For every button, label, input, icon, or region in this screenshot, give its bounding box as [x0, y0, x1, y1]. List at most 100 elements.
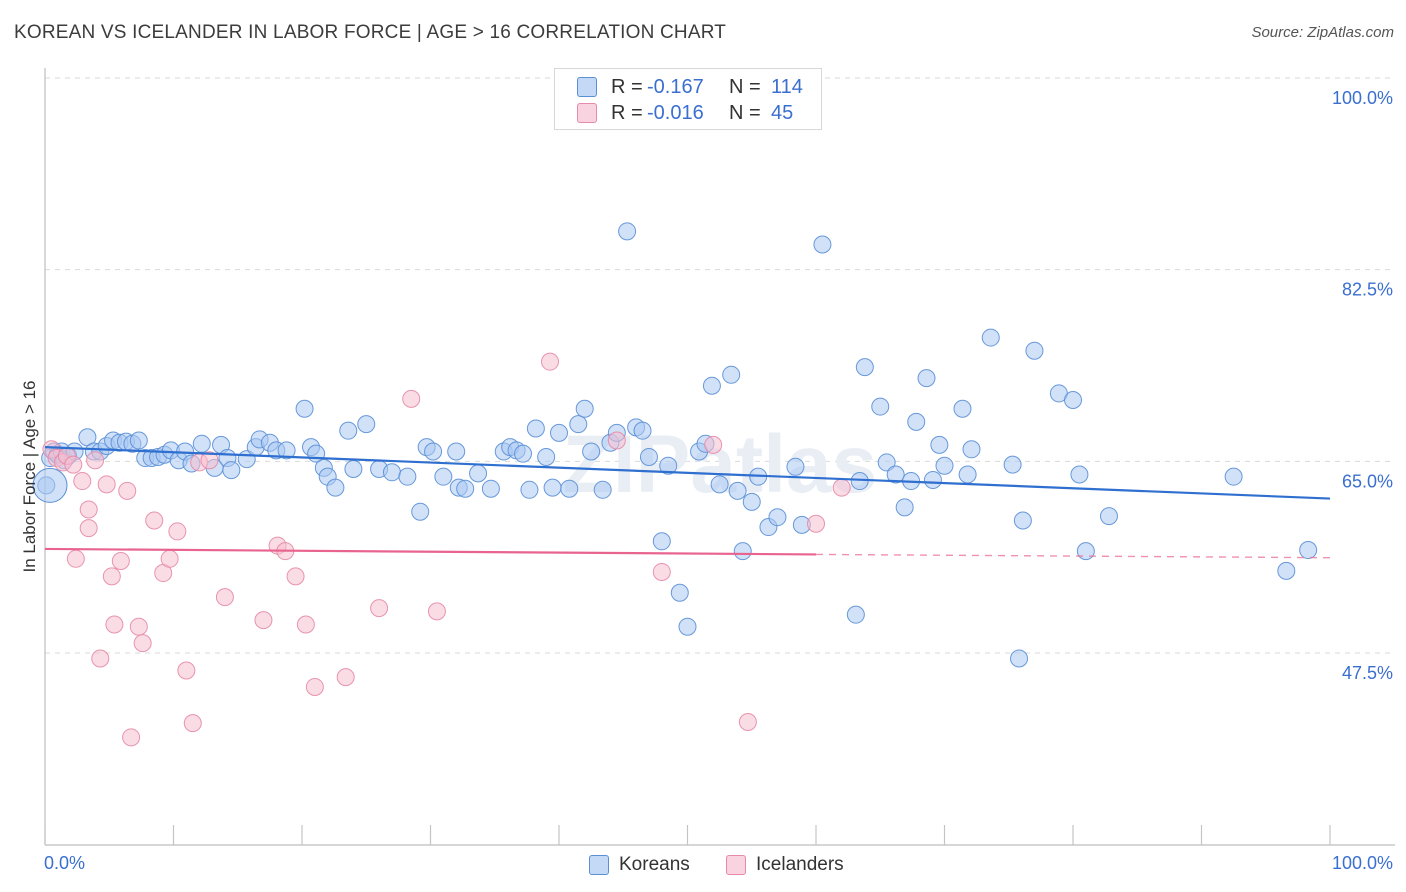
icelander-point — [305, 677, 324, 696]
icelander-point — [254, 611, 273, 630]
korean-point — [575, 399, 594, 418]
korean-point — [907, 412, 926, 431]
korean-point — [722, 365, 741, 384]
korean-point — [129, 431, 148, 450]
korean-point — [877, 453, 896, 472]
icelanders-swatch — [577, 103, 597, 123]
korean-point — [277, 441, 296, 460]
korean-point — [398, 467, 417, 486]
icelander-point — [607, 431, 626, 450]
y-tick-label: 100.0% — [1332, 88, 1393, 108]
icelander-point — [97, 475, 116, 494]
icelander-point — [91, 649, 110, 668]
korean-point — [1224, 467, 1243, 486]
icelander-point — [79, 519, 98, 538]
korean-point — [710, 475, 729, 494]
legend-label: Koreans — [619, 854, 690, 875]
icelander-point — [168, 522, 187, 541]
korean-point — [652, 532, 671, 551]
icelander-point — [286, 567, 305, 586]
legend-row-koreans: R = -0.167 N = 114 — [577, 74, 803, 100]
icelander-point — [427, 602, 446, 621]
korean-point — [768, 508, 787, 527]
korean-point — [728, 481, 747, 500]
label-layer: 47.5% 65.0% 82.5% 100.0% 0.0% 100.0% In Labor … — [20, 88, 1393, 873]
korean-point — [742, 492, 761, 511]
korean-point — [871, 397, 890, 416]
korean-point — [537, 447, 556, 466]
korean-point — [382, 463, 401, 482]
korean-point — [886, 465, 905, 484]
icelander-trendline — [44, 547, 817, 556]
korean-point — [344, 460, 363, 478]
korean-point — [923, 470, 942, 489]
korean-point — [1076, 542, 1095, 561]
legend-item-icelanders: Icelanders — [726, 852, 844, 878]
icelander-point — [122, 728, 141, 747]
korean-point — [1099, 507, 1118, 526]
korean-point-large — [32, 467, 68, 503]
icelander-point — [133, 634, 152, 653]
chart-title: KOREAN VS ICELANDER IN LABOR FORCE | AGE… — [14, 22, 727, 43]
korean-point — [456, 479, 475, 498]
icelander-point — [129, 617, 148, 636]
korean-point — [424, 442, 443, 461]
korean-point — [520, 480, 539, 499]
korean-point — [192, 434, 211, 453]
icelander-point — [296, 615, 315, 634]
korean-point — [659, 456, 678, 475]
icelander-point — [200, 451, 219, 470]
icelander-point — [111, 552, 130, 570]
koreans-swatch — [589, 855, 609, 875]
r-value: -0.016 — [647, 101, 704, 124]
korean-point — [958, 465, 977, 484]
korean-point — [895, 498, 914, 517]
korean-point — [295, 399, 314, 418]
korean-point — [526, 419, 545, 438]
korean-point — [981, 328, 1000, 347]
korean-point — [678, 617, 697, 636]
icelander-point — [102, 567, 121, 586]
korean-point — [1299, 541, 1318, 560]
icelander-point — [73, 472, 92, 491]
korean-point — [618, 222, 637, 241]
legend-row-icelanders: R = -0.016 N = 45 — [577, 100, 793, 126]
korean-point — [786, 457, 805, 476]
icelander-point — [402, 389, 421, 408]
korean-point — [953, 399, 972, 418]
korean-point — [593, 480, 612, 499]
korean-point — [930, 435, 949, 454]
koreans-swatch — [577, 77, 597, 97]
n-label: N = — [729, 75, 761, 98]
icelander-point — [807, 514, 825, 533]
icelander-point — [215, 588, 234, 607]
source-label: Source: ZipAtlas.com — [1251, 24, 1394, 41]
korean-point — [1070, 465, 1089, 484]
icelander-point — [183, 714, 202, 733]
korean-trendline — [44, 445, 1331, 500]
korean-point — [339, 421, 358, 440]
r-label: R = — [611, 101, 643, 124]
korean-point — [514, 444, 533, 463]
korean-point — [222, 461, 241, 480]
icelander-point — [177, 661, 196, 680]
korean-point — [481, 479, 500, 498]
icelander-point — [160, 549, 179, 568]
n-value: 45 — [771, 101, 794, 124]
icelander-point — [704, 435, 723, 454]
icelander-point — [541, 352, 560, 371]
n-value: 114 — [771, 75, 803, 98]
icelander-point — [652, 562, 671, 581]
korean-point — [1003, 455, 1022, 474]
icelander-point — [370, 599, 389, 618]
y-tick-label: 82.5% — [1342, 280, 1393, 300]
korean-point — [813, 235, 832, 254]
korean-point — [550, 423, 568, 442]
korean-point — [569, 415, 588, 434]
korean-point — [543, 478, 562, 497]
icelander-point — [66, 549, 85, 568]
r-value: -0.167 — [647, 75, 704, 98]
icelander-point — [738, 713, 757, 731]
korean-point — [1064, 391, 1082, 409]
korean-point — [1277, 561, 1296, 580]
